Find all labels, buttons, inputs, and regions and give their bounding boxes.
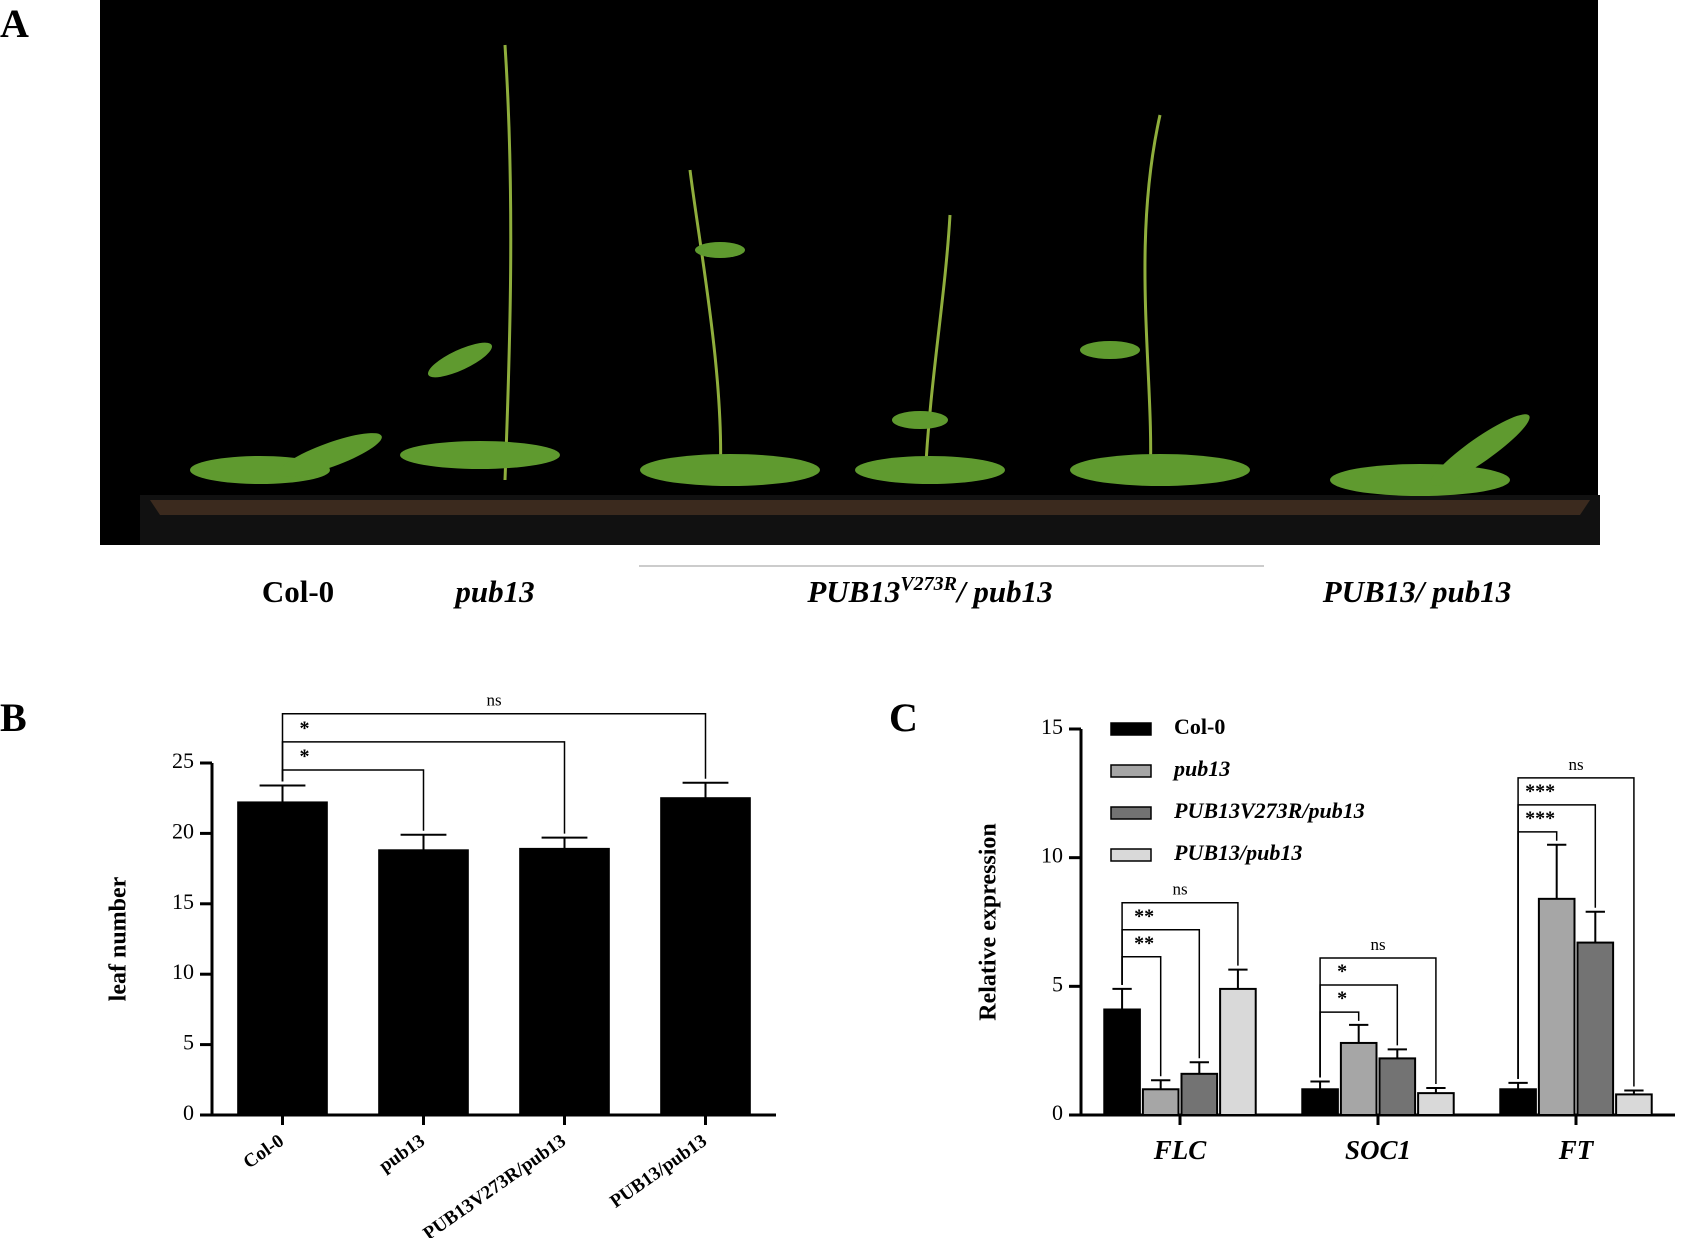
bar	[519, 847, 610, 1116]
x-tick-label: SOC1	[1345, 1135, 1411, 1165]
bar	[378, 849, 469, 1117]
legend-label: pub13	[1172, 756, 1230, 781]
error-bar	[1349, 1023, 1369, 1043]
y-tick-label: 25	[172, 748, 194, 773]
bar	[1219, 987, 1257, 1117]
significance-label: ***	[1525, 808, 1555, 830]
error-bar	[1426, 1086, 1446, 1094]
genotype-label: Col-0	[262, 574, 334, 609]
error-bar	[541, 836, 588, 849]
x-tick-label: Col-0	[240, 1130, 288, 1173]
error-bar	[1585, 910, 1605, 943]
error-bar	[400, 833, 447, 851]
genotype-base: PUB13	[806, 574, 900, 609]
bar	[1301, 1088, 1339, 1117]
y-tick-label: 0	[1052, 1100, 1063, 1125]
legend-swatch	[1110, 848, 1152, 862]
significance-label: *	[300, 717, 310, 739]
error-bar	[1112, 987, 1132, 1010]
bar	[1378, 1057, 1417, 1117]
significance-label: ***	[1525, 781, 1555, 803]
y-tick-label: 5	[1052, 971, 1063, 996]
significance-label: *	[1337, 961, 1347, 983]
x-tick-label: FT	[1558, 1135, 1595, 1165]
legend-label: Col-0	[1174, 714, 1225, 739]
significance-label: ns	[1370, 935, 1385, 954]
panel-label: A	[0, 1, 29, 46]
significance-label: **	[1134, 905, 1154, 927]
y-tick-label: 10	[172, 959, 194, 984]
x-tick-label: pub13	[375, 1130, 429, 1176]
bar	[1180, 1072, 1219, 1116]
error-bar	[1151, 1079, 1171, 1090]
error-bar	[1310, 1080, 1330, 1090]
bar	[237, 801, 328, 1116]
significance-label: **	[1134, 932, 1154, 954]
y-tick-label: 15	[172, 889, 194, 914]
genotype-label: PUB13V273R/ pub13	[806, 573, 1052, 610]
bar	[660, 797, 751, 1116]
error-bar	[682, 781, 729, 799]
error-bar	[259, 784, 306, 803]
panel-label: B	[0, 695, 27, 740]
genotype-label: pub13	[452, 574, 534, 609]
genotype-sup: V273R	[900, 573, 957, 595]
x-tick-label: FLC	[1153, 1135, 1208, 1165]
bar	[1537, 897, 1576, 1117]
error-bar	[1387, 1048, 1407, 1059]
bar	[1339, 1041, 1378, 1116]
error-bar	[1547, 843, 1567, 899]
y-tick-label: 20	[172, 818, 194, 843]
significance-label: *	[300, 746, 310, 768]
panel-label: C	[889, 695, 918, 740]
genotype-rest: / pub13	[955, 574, 1053, 609]
y-tick-label: 0	[183, 1100, 194, 1125]
legend-swatch	[1110, 722, 1152, 736]
significance-bracket	[281, 712, 707, 782]
error-bar	[1508, 1081, 1528, 1090]
bar	[1417, 1092, 1455, 1117]
bar	[1615, 1093, 1653, 1116]
error-bar	[1228, 968, 1248, 989]
y-tick-label: 5	[183, 1030, 194, 1055]
legend-swatch	[1110, 806, 1152, 820]
x-tick-label: PUB13V273R/pub13	[419, 1130, 569, 1238]
x-tick-label: PUB13/pub13	[606, 1130, 711, 1212]
significance-label: ns	[1172, 880, 1187, 899]
significance-bracket	[1319, 957, 1437, 1084]
significance-label: ns	[1568, 755, 1583, 774]
legend-label: PUB13V273R/pub13	[1173, 798, 1365, 823]
significance-label: ns	[486, 691, 501, 710]
plant-photo	[100, 0, 1600, 545]
legend-label: PUB13/pub13	[1173, 840, 1302, 865]
error-bar	[1189, 1061, 1209, 1074]
y-axis-title: leaf number	[106, 876, 132, 1001]
y-tick-label: 10	[1041, 843, 1063, 868]
y-tick-label: 15	[1041, 714, 1063, 739]
error-bar	[1624, 1089, 1644, 1095]
significance-bracket	[1517, 777, 1635, 1087]
significance-label: *	[1337, 988, 1347, 1010]
bar	[1576, 941, 1615, 1116]
bar	[1103, 1008, 1141, 1117]
significance-bracket	[1121, 901, 1239, 985]
y-axis-title: Relative expression	[976, 823, 1002, 1021]
bar	[1499, 1088, 1537, 1117]
legend-swatch	[1110, 764, 1152, 778]
genotype-label: PUB13/ pub13	[1322, 574, 1512, 609]
bar	[1141, 1088, 1180, 1117]
